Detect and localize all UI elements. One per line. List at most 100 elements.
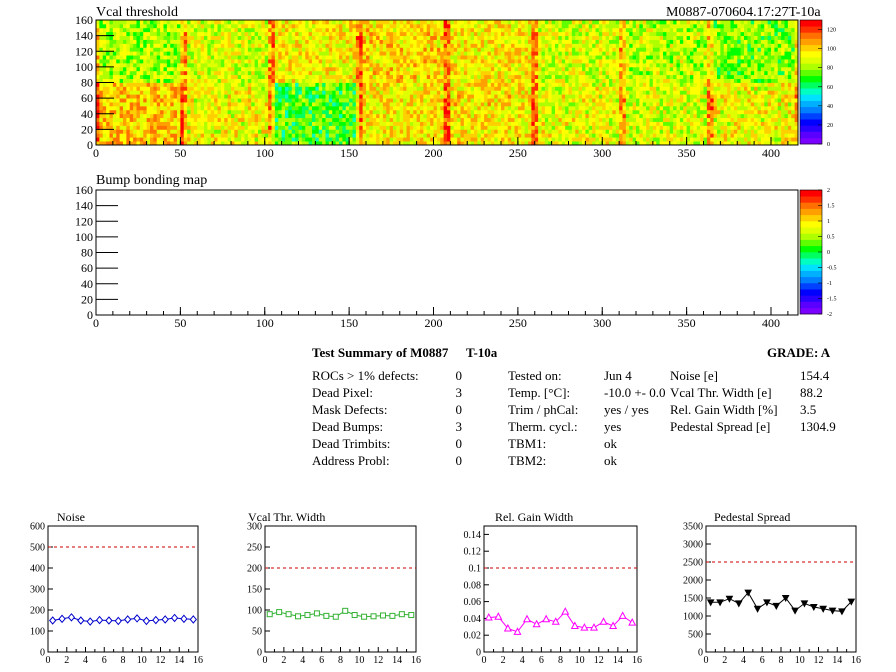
pixel-cell (200, 70, 205, 76)
pixel-cell (281, 43, 286, 48)
pixel-cell (166, 94, 171, 99)
pixel-cell (237, 129, 242, 134)
pixel-cell (737, 98, 742, 103)
pixel-cell (666, 82, 671, 87)
pixel-cell (359, 117, 364, 122)
pixel-cell (156, 94, 161, 99)
pixel-cell (659, 90, 664, 95)
pixel-cell (254, 78, 259, 83)
pixel-cell (740, 113, 745, 119)
pixel-cell (737, 94, 742, 99)
pixel-cell (139, 43, 144, 48)
pixel-cell (271, 39, 276, 44)
pixel-cell (561, 121, 566, 126)
pixel-cell (784, 82, 789, 87)
pixel-cell (467, 90, 472, 95)
pixel-cell (133, 59, 137, 64)
pixel-cell (237, 86, 242, 91)
pixel-cell (706, 98, 711, 103)
pixel-cell (285, 70, 289, 76)
pixel-cell (440, 55, 445, 60)
pixel-cell (318, 43, 323, 48)
pixel-cell (551, 125, 556, 130)
pixel-cell (366, 117, 370, 122)
pixel-cell (369, 23, 374, 29)
pixel-cell (254, 137, 259, 142)
pixel-cell (210, 47, 215, 52)
pixel-cell (693, 86, 698, 91)
pixel-cell (757, 102, 762, 107)
pixel-cell (308, 47, 313, 52)
pixel-cell (119, 105, 124, 111)
pixel-cell (133, 121, 137, 126)
pixel-cell (696, 86, 701, 91)
pixel-cell (409, 82, 414, 87)
pixel-cell (679, 109, 684, 115)
pixel-cell (548, 90, 553, 95)
pixel-cell (649, 133, 654, 138)
pixel-cell (585, 121, 590, 126)
pixel-cell (220, 55, 225, 60)
pixel-cell (156, 137, 161, 142)
pixel-cell (352, 59, 357, 64)
pixel-cell (298, 66, 303, 72)
pixel-cell (774, 86, 779, 91)
pixel-cell (244, 55, 249, 60)
pixel-cell (737, 102, 742, 107)
pixel-cell (578, 86, 583, 91)
pixel-cell (200, 74, 205, 79)
pixel-cell (291, 20, 296, 25)
pixel-cell (696, 82, 701, 87)
pixel-cell (285, 20, 289, 25)
pixel-cell (285, 62, 289, 68)
pixel-cell (433, 117, 438, 122)
pixel-cell (750, 86, 755, 91)
pixel-cell (129, 113, 134, 119)
pixel-cell (679, 86, 684, 91)
pixel-cell (308, 23, 313, 29)
pixel-cell (393, 74, 397, 79)
pixel-cell (514, 90, 519, 95)
pixel-cell (305, 23, 310, 29)
pixel-cell (706, 125, 711, 130)
pixel-cell (150, 39, 154, 44)
pixel-cell (295, 94, 299, 99)
pixel-cell (595, 90, 600, 95)
pixel-cell (740, 82, 745, 87)
pixel-cell (291, 117, 296, 122)
pixel-cell (399, 137, 404, 142)
pixel-cell (173, 125, 178, 130)
pixel-cell (325, 121, 330, 126)
pixel-cell (774, 125, 779, 130)
pixel-cell (312, 102, 316, 107)
pixel-cell (352, 109, 357, 115)
pixel-cell (234, 51, 239, 56)
pixel-cell (112, 59, 117, 64)
pixel-cell (264, 70, 269, 76)
pixel-cell (379, 137, 384, 142)
pixel-cell (150, 109, 154, 115)
pixel-cell (683, 117, 688, 122)
pixel-cell (200, 117, 205, 122)
pixel-cell (295, 105, 299, 111)
pixel-cell (420, 129, 424, 134)
pixel-cell (291, 39, 296, 44)
pixel-cell (231, 55, 235, 60)
pixel-cell (713, 133, 718, 138)
pixel-cell (534, 117, 539, 122)
pixel-cell (129, 39, 134, 44)
pixel-cell (291, 70, 296, 76)
pixel-cell (571, 125, 576, 130)
pixel-cell (733, 82, 738, 87)
pixel-cell (264, 23, 269, 29)
pixel-cell (237, 117, 242, 122)
pixel-cell (112, 39, 117, 44)
pixel-cell (450, 102, 455, 107)
pixel-cell (133, 125, 137, 130)
pixel-cell (571, 102, 576, 107)
pixel-cell (430, 129, 434, 134)
pixel-cell (285, 121, 289, 126)
pixel-cell (764, 113, 769, 119)
pixel-cell (254, 27, 259, 33)
pixel-cell (733, 125, 738, 130)
